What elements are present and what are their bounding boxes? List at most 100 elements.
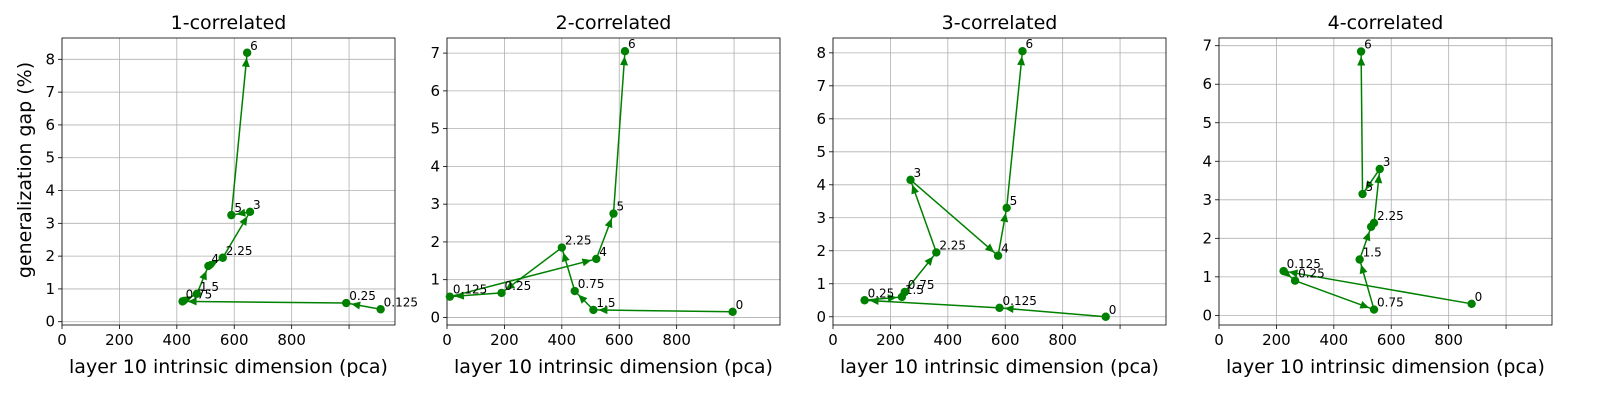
y-tick-label: 6 xyxy=(45,116,55,134)
x-axis-label: layer 10 intrinsic dimension (pca) xyxy=(1226,356,1545,378)
x-tick-label: 800 xyxy=(1048,331,1077,349)
series-segment xyxy=(1294,279,1375,311)
x-tick-label: 400 xyxy=(548,331,577,349)
y-tick-label: 4 xyxy=(45,182,55,200)
point-label: 2.25 xyxy=(226,244,253,258)
point-label: 0.25 xyxy=(349,289,376,303)
x-tick-label: 600 xyxy=(605,331,634,349)
point-label: 1.5 xyxy=(1363,246,1382,260)
data-point xyxy=(609,209,618,218)
arrowhead xyxy=(887,294,897,303)
x-tick-label: 200 xyxy=(876,331,905,349)
data-point xyxy=(1279,266,1288,276)
arrowhead xyxy=(1365,180,1374,190)
y-tick-label: 5 xyxy=(430,120,440,138)
series-segment xyxy=(449,258,597,298)
point-label: 2.25 xyxy=(1377,209,1404,223)
data-point xyxy=(589,305,598,315)
x-tick-label: 0 xyxy=(57,331,67,349)
arrowhead xyxy=(187,297,197,306)
y-tick-label: 2 xyxy=(1202,229,1212,247)
y-tick-label: 0 xyxy=(816,308,826,326)
data-point xyxy=(995,303,1004,313)
point-label: 1.5 xyxy=(596,296,615,310)
y-tick-label: 5 xyxy=(1202,114,1212,132)
data-point xyxy=(1018,46,1027,56)
point-label: 4 xyxy=(1001,242,1009,256)
data-point xyxy=(245,207,255,217)
y-tick-label: 6 xyxy=(430,82,440,100)
y-tick-label: 2 xyxy=(45,247,55,265)
arrowhead xyxy=(1362,231,1371,242)
arrowhead xyxy=(199,270,207,281)
data-point xyxy=(932,248,941,257)
arrowhead xyxy=(620,56,628,66)
y-tick-label: 4 xyxy=(1202,152,1212,170)
arrowhead xyxy=(1017,56,1026,66)
point-label: 0.25 xyxy=(505,279,532,293)
series-segment xyxy=(1005,51,1024,208)
arrowhead xyxy=(1374,173,1383,184)
point-label: 0.125 xyxy=(384,295,418,309)
y-tick-label: 7 xyxy=(45,83,55,101)
x-axis-label: layer 10 intrinsic dimension (pca) xyxy=(454,356,773,378)
y-tick-label: 3 xyxy=(430,195,440,213)
y-tick-label: 0 xyxy=(45,313,55,331)
data-point xyxy=(900,287,909,297)
chart-panel-4: 0 200 400 600 800 0 1 2 3 4 5 6 7 4-correlated layer 1… xyxy=(1202,12,1553,378)
plot-frame xyxy=(446,37,781,326)
y-tick-label: 5 xyxy=(45,149,55,167)
data-point xyxy=(1101,312,1110,321)
data-point xyxy=(204,261,213,271)
x-axis-label: layer 10 intrinsic dimension (pca) xyxy=(840,356,1159,378)
y-tick-label: 0 xyxy=(430,308,440,326)
data-point xyxy=(1358,189,1367,199)
point-label: 0.25 xyxy=(1298,267,1325,281)
data-point xyxy=(620,47,630,56)
point-label: 2.25 xyxy=(939,238,966,252)
data-point xyxy=(1375,164,1384,174)
point-label: 5 xyxy=(1010,194,1018,208)
series-segment xyxy=(612,51,626,214)
point-label: 0.75 xyxy=(908,278,935,292)
point-label: 4 xyxy=(599,245,607,259)
data-point xyxy=(1369,218,1379,228)
point-label: 0.125 xyxy=(453,283,487,297)
arrowhead xyxy=(1004,305,1014,314)
y-tick-label: 6 xyxy=(1202,75,1212,93)
data-point xyxy=(341,298,351,308)
arrowhead xyxy=(578,294,588,304)
arrowhead xyxy=(239,216,248,226)
series-segment xyxy=(1283,270,1472,305)
data-point xyxy=(1355,255,1364,264)
point-label: 0 xyxy=(1109,303,1117,317)
data-point xyxy=(993,251,1003,260)
point-label: 5 xyxy=(617,200,625,214)
y-tick-label: 1 xyxy=(430,271,440,289)
figure-ylabel: generalization gap (%) xyxy=(14,62,36,278)
panel-title: 3-correlated xyxy=(942,12,1058,34)
arrowhead xyxy=(924,256,934,266)
data-point xyxy=(728,307,737,316)
point-label: 1.5 xyxy=(200,280,219,294)
point-label: 6 xyxy=(1025,37,1033,51)
point-label: 0 xyxy=(736,298,744,312)
arrowhead xyxy=(1288,269,1299,278)
series-segment xyxy=(182,300,347,304)
arrowhead xyxy=(241,57,250,68)
data-point xyxy=(557,243,567,252)
y-tick-label: 1 xyxy=(816,275,826,293)
arrowhead xyxy=(598,306,608,315)
point-label: 0.125 xyxy=(1003,294,1037,308)
data-point xyxy=(1290,276,1300,285)
x-tick-label: 0 xyxy=(442,331,452,349)
point-label: 1.5 xyxy=(905,283,924,297)
arrowhead xyxy=(1359,301,1370,309)
y-tick-label: 7 xyxy=(1202,37,1212,55)
data-point xyxy=(906,175,915,185)
y-tick-label: 5 xyxy=(816,143,826,161)
point-label: 3 xyxy=(253,198,261,212)
arrowhead xyxy=(1000,212,1009,223)
panel-title: 2-correlated xyxy=(556,12,672,34)
point-label: 0.125 xyxy=(1287,257,1321,271)
